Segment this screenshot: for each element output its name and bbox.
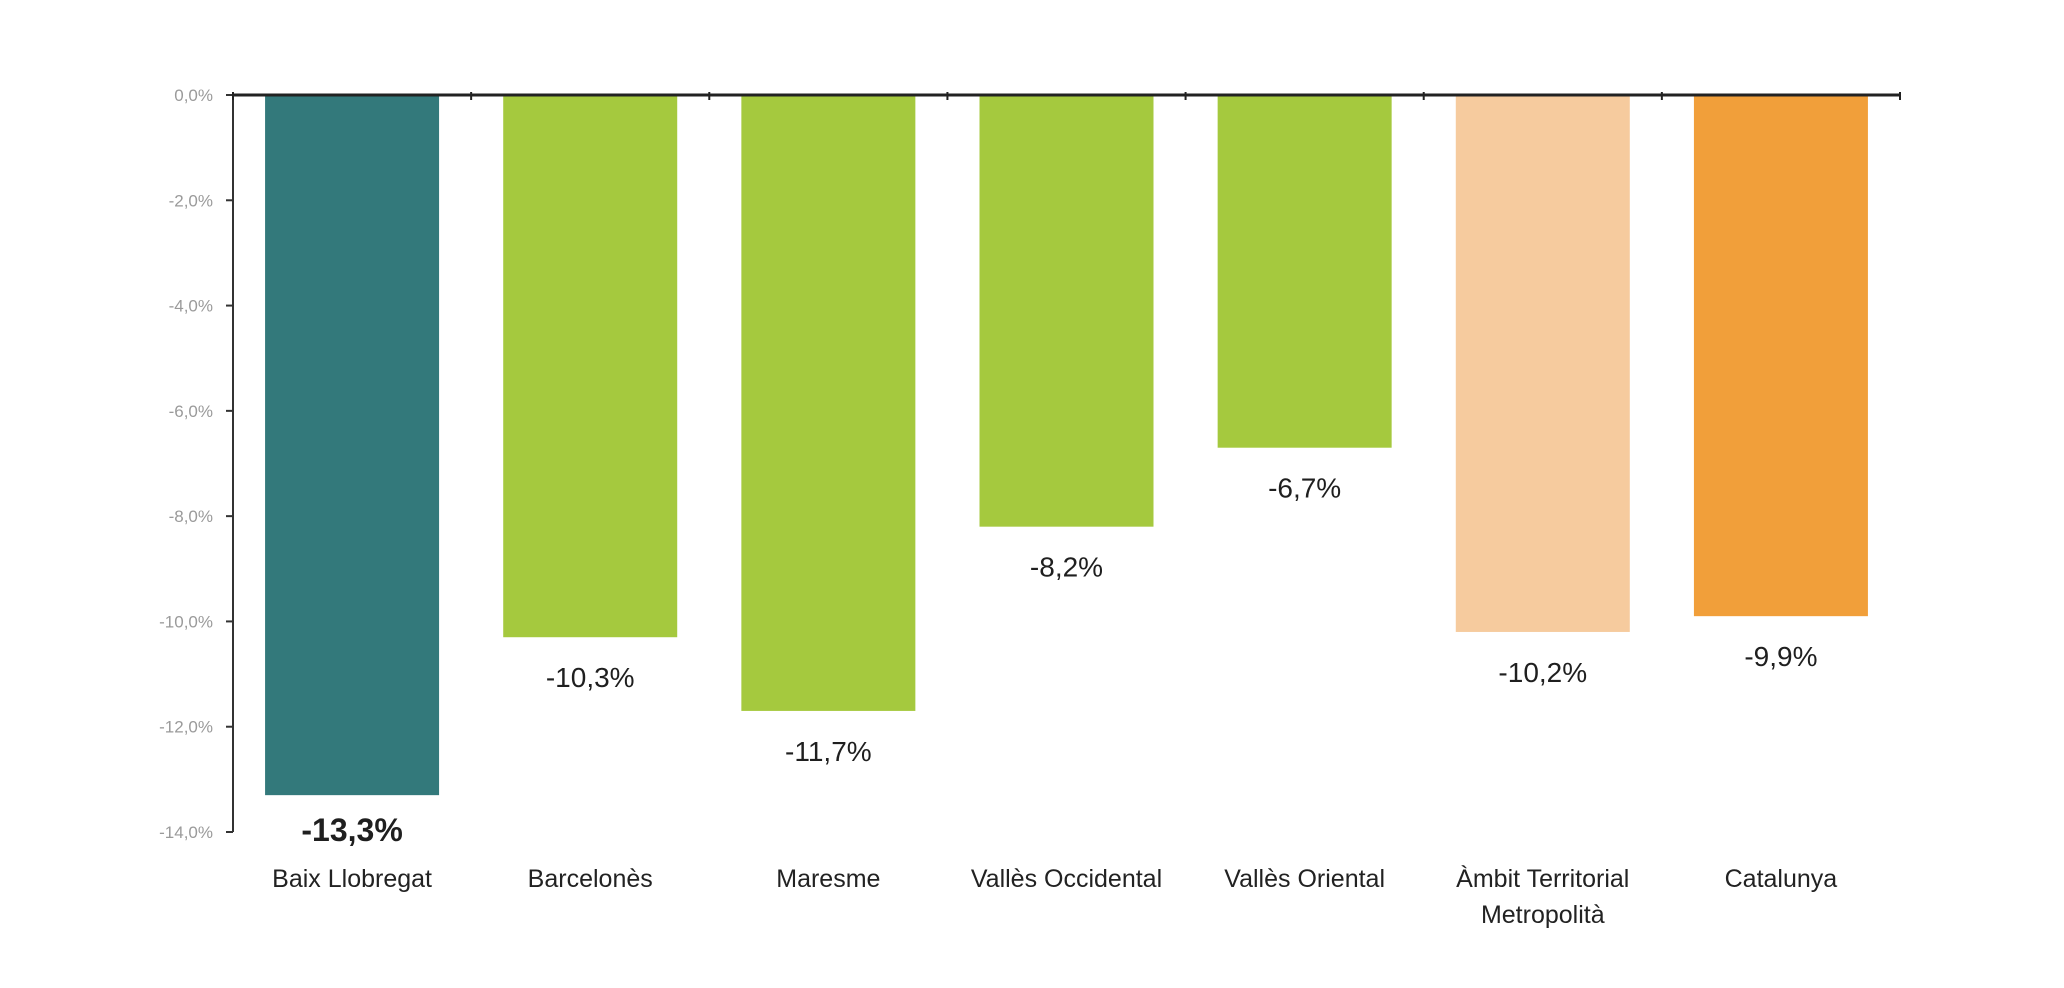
bar — [265, 95, 440, 796]
x-tick-label: Baix Llobregat — [272, 865, 432, 893]
data-label: -13,3% — [301, 812, 402, 848]
bar — [741, 95, 916, 711]
bar — [1455, 95, 1630, 632]
data-label: -8,2% — [1030, 552, 1103, 583]
x-tick-label: Vallès Oriental — [1224, 865, 1385, 893]
x-tick-label: Metropolità — [1481, 901, 1605, 929]
y-tick-label: 0,0% — [174, 86, 213, 105]
data-label: -9,9% — [1744, 641, 1817, 672]
data-label: -10,3% — [546, 662, 635, 693]
y-tick-label: -14,0% — [159, 823, 213, 842]
y-tick-label: -4,0% — [169, 297, 213, 316]
data-label: -6,7% — [1268, 473, 1341, 504]
y-tick-label: -12,0% — [159, 718, 213, 737]
labels-layer: -13,3% Baix Llobregat -10,3% Barcelonès -11,… — [159, 86, 1837, 929]
data-label: -10,2% — [1498, 657, 1587, 688]
x-tick-label: Vallès Occidental — [971, 865, 1162, 893]
bar — [1693, 95, 1868, 617]
y-tick-label: -6,0% — [169, 402, 213, 421]
y-tick-label: -2,0% — [169, 191, 213, 210]
x-tick-label: Barcelonès — [528, 865, 653, 893]
bar — [979, 95, 1154, 527]
x-tick-label: Maresme — [776, 865, 880, 893]
bars-layer — [265, 95, 1868, 796]
y-tick-label: -8,0% — [169, 507, 213, 526]
bar — [503, 95, 678, 638]
axes-layer — [226, 92, 1901, 833]
x-tick-label: Catalunya — [1725, 865, 1838, 893]
bar — [1217, 95, 1392, 448]
data-label: -11,7% — [785, 736, 872, 767]
y-tick-label: -10,0% — [159, 612, 213, 631]
x-tick-label: Àmbit Territorial — [1456, 864, 1629, 893]
